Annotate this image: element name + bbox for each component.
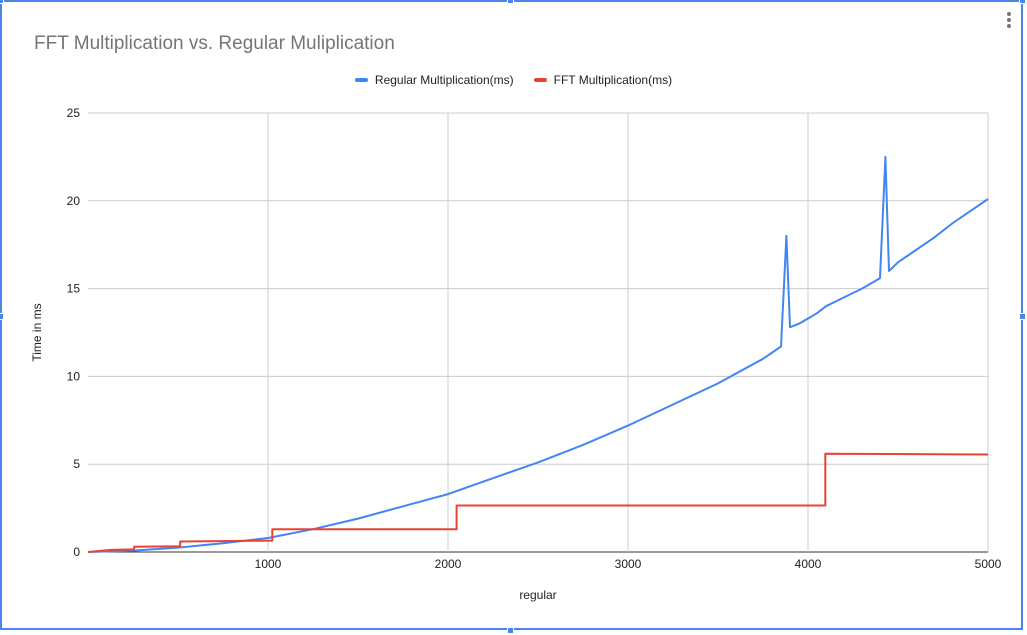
x-tick-label: 1000	[255, 557, 282, 571]
series-line-fft	[87, 452, 989, 553]
y-tick-label: 5	[73, 457, 80, 471]
x-axis-title: regular	[519, 588, 556, 602]
legend-label-fft: FFT Multiplication(ms)	[553, 73, 673, 87]
chart-title: FFT Multiplication vs. Regular Muliplica…	[34, 33, 395, 54]
y-tick-label: 0	[73, 545, 80, 559]
resize-handle-right[interactable]	[1019, 313, 1026, 320]
resize-handle-top-left[interactable]	[0, 0, 4, 4]
x-tick-label: 3000	[615, 557, 642, 571]
resize-handle-top[interactable]	[507, 0, 514, 4]
legend-swatch-regular	[354, 78, 368, 82]
legend: Regular Multiplication(ms) FFT Multiplic…	[2, 73, 1025, 87]
x-tick-label: 5000	[975, 557, 1002, 571]
y-tick-label: 20	[67, 194, 81, 208]
y-tick-label: 15	[67, 282, 81, 296]
legend-swatch-fft	[533, 78, 547, 82]
resize-handle-bottom[interactable]	[507, 627, 514, 634]
y-tick-label: 25	[67, 106, 81, 120]
legend-label-regular: Regular Multiplication(ms)	[374, 73, 514, 87]
y-axis-title: Time in ms	[30, 303, 44, 361]
resize-handle-left[interactable]	[0, 313, 4, 320]
legend-item-regular[interactable]: Regular Multiplication(ms)	[354, 73, 514, 87]
series-line-regular	[87, 155, 989, 553]
resize-handle-top-right[interactable]	[1019, 0, 1026, 4]
x-tick-label: 2000	[435, 557, 462, 571]
legend-item-fft[interactable]: FFT Multiplication(ms)	[533, 73, 673, 87]
y-tick-label: 10	[67, 369, 81, 383]
more-options-icon[interactable]	[1004, 12, 1014, 32]
x-tick-label: 4000	[795, 557, 822, 571]
